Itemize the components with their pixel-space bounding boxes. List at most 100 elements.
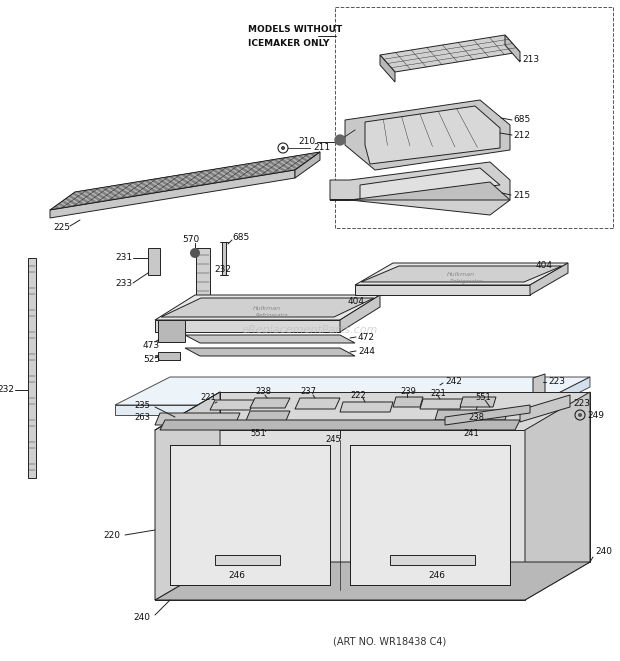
Text: 240: 240 xyxy=(133,613,150,623)
Text: 225: 225 xyxy=(53,223,70,233)
Polygon shape xyxy=(245,411,290,423)
Polygon shape xyxy=(330,182,510,200)
Polygon shape xyxy=(155,430,525,600)
Text: 404: 404 xyxy=(536,262,553,270)
Text: 525: 525 xyxy=(143,356,160,364)
Text: (ART NO. WR18438 C4): (ART NO. WR18438 C4) xyxy=(334,637,446,647)
Circle shape xyxy=(190,248,200,258)
Circle shape xyxy=(281,146,285,150)
Text: 242: 242 xyxy=(445,377,462,387)
Text: 232: 232 xyxy=(214,266,231,274)
Text: 212: 212 xyxy=(513,130,530,139)
Polygon shape xyxy=(435,410,508,420)
Text: 404: 404 xyxy=(348,297,365,307)
Polygon shape xyxy=(158,320,185,342)
Polygon shape xyxy=(380,35,520,72)
Polygon shape xyxy=(158,352,180,360)
Polygon shape xyxy=(28,258,36,478)
Text: 263: 263 xyxy=(134,414,150,422)
Text: 235: 235 xyxy=(134,401,150,410)
Text: 238: 238 xyxy=(468,412,484,422)
Polygon shape xyxy=(340,402,393,412)
Polygon shape xyxy=(185,335,355,343)
Text: 685: 685 xyxy=(232,233,249,243)
Text: 232: 232 xyxy=(0,385,14,395)
Text: Refrigerator: Refrigerator xyxy=(255,313,288,319)
Text: 570: 570 xyxy=(182,235,199,245)
Text: 239: 239 xyxy=(400,387,416,395)
Text: 210: 210 xyxy=(298,137,315,147)
Text: eReplacementParts.com: eReplacementParts.com xyxy=(242,325,378,335)
Text: 223: 223 xyxy=(548,377,565,387)
Polygon shape xyxy=(505,35,520,62)
Polygon shape xyxy=(340,295,380,332)
Text: 237: 237 xyxy=(300,387,316,397)
Polygon shape xyxy=(460,397,496,407)
Polygon shape xyxy=(390,555,475,565)
Text: 685: 685 xyxy=(513,116,530,124)
Text: 551: 551 xyxy=(250,428,266,438)
Polygon shape xyxy=(250,398,290,408)
Polygon shape xyxy=(115,405,535,415)
Text: 241: 241 xyxy=(463,428,479,438)
Text: 240: 240 xyxy=(595,547,612,557)
Polygon shape xyxy=(393,397,423,407)
Polygon shape xyxy=(148,248,160,275)
Text: MODELS WITHOUT: MODELS WITHOUT xyxy=(248,26,342,34)
Text: 221: 221 xyxy=(430,389,446,397)
Polygon shape xyxy=(161,298,374,317)
Polygon shape xyxy=(210,400,255,410)
Polygon shape xyxy=(155,392,220,600)
Polygon shape xyxy=(445,405,530,425)
Polygon shape xyxy=(170,445,330,585)
Polygon shape xyxy=(155,562,590,600)
Text: 223: 223 xyxy=(573,399,590,407)
Polygon shape xyxy=(345,100,510,170)
Text: 473: 473 xyxy=(143,340,160,350)
Text: 244: 244 xyxy=(358,346,375,356)
Polygon shape xyxy=(220,392,590,562)
Text: 222: 222 xyxy=(350,391,366,399)
Polygon shape xyxy=(533,374,545,399)
Polygon shape xyxy=(525,392,590,600)
Polygon shape xyxy=(222,242,226,275)
Polygon shape xyxy=(295,152,320,178)
Text: 238: 238 xyxy=(255,387,271,397)
Polygon shape xyxy=(185,348,355,356)
Polygon shape xyxy=(160,420,520,430)
Text: 551: 551 xyxy=(475,393,491,401)
Polygon shape xyxy=(520,395,570,422)
Text: ICEMAKER ONLY: ICEMAKER ONLY xyxy=(248,38,329,48)
Polygon shape xyxy=(155,320,340,332)
Polygon shape xyxy=(380,55,395,82)
Polygon shape xyxy=(355,285,530,295)
Circle shape xyxy=(578,413,582,417)
Text: 220: 220 xyxy=(103,531,120,539)
Text: 215: 215 xyxy=(513,190,530,200)
Polygon shape xyxy=(535,377,590,415)
Text: 246: 246 xyxy=(229,570,246,580)
Text: 249: 249 xyxy=(587,410,604,420)
Text: 231: 231 xyxy=(115,254,132,262)
Polygon shape xyxy=(295,398,340,409)
Circle shape xyxy=(335,135,345,145)
Polygon shape xyxy=(360,168,500,200)
Polygon shape xyxy=(530,263,568,295)
Text: 472: 472 xyxy=(358,332,375,342)
Polygon shape xyxy=(365,106,500,164)
Polygon shape xyxy=(115,377,590,405)
Polygon shape xyxy=(155,295,380,320)
Polygon shape xyxy=(350,445,510,585)
Text: 221: 221 xyxy=(200,393,216,401)
Polygon shape xyxy=(50,152,320,210)
Text: 246: 246 xyxy=(428,570,446,580)
Polygon shape xyxy=(155,413,240,425)
Text: Hulkman: Hulkman xyxy=(447,272,475,276)
Polygon shape xyxy=(420,399,463,409)
Polygon shape xyxy=(355,263,568,285)
Text: Refrigerator: Refrigerator xyxy=(450,280,482,284)
Polygon shape xyxy=(196,248,210,308)
Text: 213: 213 xyxy=(522,56,539,65)
Text: 233: 233 xyxy=(115,278,132,288)
Text: 211: 211 xyxy=(313,143,330,153)
